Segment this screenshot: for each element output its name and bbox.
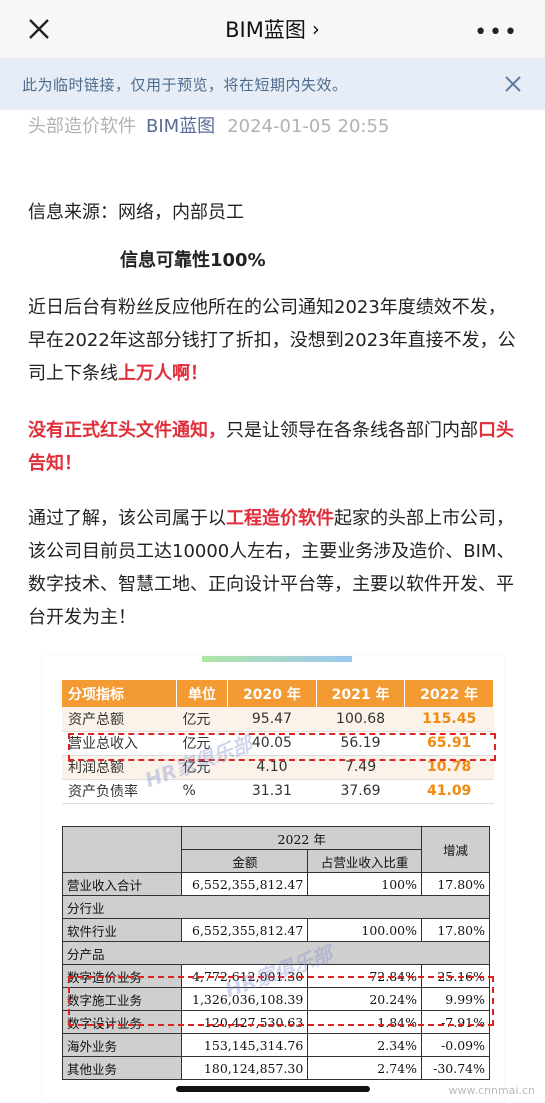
cell: 其他业务 [61, 1056, 183, 1080]
p2-highlight: 没有正式红头文件通知， [28, 420, 226, 441]
header-cell: 金额 [181, 849, 309, 873]
header-cell: 2022 年 [404, 680, 494, 707]
account-title[interactable]: BIM蓝图 › [225, 14, 320, 44]
header-cell: 2022 年 [181, 826, 423, 850]
table-section-row: 分产品 [62, 941, 490, 965]
cell: 20.24% [307, 987, 423, 1011]
table-row: 营业总收入 亿元 40.05 56.19 65.91 [62, 731, 494, 756]
table-row: 数字设计业务 120,427,530.63 1.84% -7.91% [61, 1010, 490, 1034]
p1-highlight: 上万人啊！ [118, 363, 208, 384]
cell: 41.09 [404, 779, 494, 804]
reliability-line: 信息可靠性100% [120, 250, 266, 271]
table-row: 海外业务 153,145,314.76 2.34% -0.09% [61, 1033, 490, 1057]
cell: 100.68 [316, 707, 405, 732]
table-row: 资产总额 亿元 95.47 100.68 115.45 [62, 707, 494, 732]
paragraph-1: 近日后台有粉丝反应他所在的公司通知2023年度绩效不发，早在2022年这部分钱打… [28, 291, 520, 390]
table-row: 资产负债率 % 31.31 37.69 41.09 [62, 779, 494, 804]
cell: 资产总额 [62, 707, 177, 732]
cell: 9.99% [421, 987, 490, 1011]
image-header-strip [202, 656, 352, 662]
table-row: 其他业务 180,124,857.30 2.74% -30.74% [61, 1056, 490, 1080]
cell: 1,326,036,108.39 [181, 987, 309, 1011]
p2-text: 只是让领导在各条线各部门内部 [226, 420, 478, 441]
cell: 37.69 [316, 779, 405, 804]
banner-close-icon[interactable] [503, 74, 523, 94]
article-date: 2024-01-05 20:55 [227, 116, 390, 137]
chevron-right-icon: › [311, 17, 320, 41]
cell: 营业收入合计 [61, 872, 183, 896]
cell: 海外业务 [61, 1033, 183, 1057]
header-cell: 分项指标 [62, 680, 177, 707]
home-indicator[interactable] [176, 1086, 370, 1092]
cell: 数字设计业务 [61, 1010, 183, 1034]
cell: 营业总收入 [62, 731, 177, 756]
table-header-row: 分项指标 单位 2020 年 2021 年 2022 年 [62, 680, 494, 707]
cell: 资产负债率 [62, 779, 177, 804]
top-bar: BIM蓝图 › ••• [0, 0, 545, 58]
p3-highlight: 工程造价软件 [226, 508, 334, 529]
cell: 分行业 [62, 895, 490, 919]
financial-tables-image: 分项指标 单位 2020 年 2021 年 2022 年 资产总额 亿元 95.… [42, 656, 504, 1103]
p3-text-a: 通过了解，该公司属于以 [28, 508, 226, 529]
paragraph-3: 通过了解，该公司属于以工程造价软件起家的头部上市公司，该公司目前员工达10000… [28, 502, 520, 634]
cell: 亿元 [176, 707, 228, 732]
cell: 100.00% [307, 918, 423, 942]
cell: 100% [307, 872, 423, 896]
cell: 31.31 [227, 779, 317, 804]
header-cell: 占营业收入比重 [307, 849, 423, 873]
cell: 2.34% [307, 1033, 423, 1057]
cell: 17.80% [421, 918, 490, 942]
cell: 6,552,355,812.47 [181, 918, 309, 942]
cell: 软件行业 [61, 918, 183, 942]
table-row: 软件行业 6,552,355,812.47 100.00% 17.80% [61, 918, 490, 942]
more-options-icon[interactable]: ••• [474, 20, 519, 45]
table-header-row: 2022 年 增减 [61, 826, 490, 873]
cell: 40.05 [227, 731, 317, 756]
header-cell: 增减 [421, 826, 490, 873]
cell: 153,145,314.76 [181, 1033, 309, 1057]
cell: -7.91% [421, 1010, 490, 1034]
cell: 180,124,857.30 [181, 1056, 309, 1080]
cell: 115.45 [404, 707, 494, 732]
article-category: 头部造价软件 [28, 116, 136, 137]
highlight-box-revenue [68, 733, 496, 761]
cell: % [176, 779, 228, 804]
paragraph-2: 没有正式红头文件通知，只是让领导在各条线各部门内部口头告知！ [28, 414, 520, 480]
cell: 分产品 [62, 941, 490, 965]
cell: -30.74% [421, 1056, 490, 1080]
article-meta: 头部造价软件 BIM蓝图 2024-01-05 20:55 [28, 112, 389, 138]
footer-watermark: www.cnnmai.cn [448, 1084, 536, 1097]
cell: 6,552,355,812.47 [181, 872, 309, 896]
cell: 亿元 [176, 731, 228, 756]
header-cell: 2021 年 [316, 680, 406, 707]
p1-text: 近日后台有粉丝反应他所在的公司通知2023年度绩效不发，早在2022年这部分钱打… [28, 297, 516, 384]
p3-text-b: 起家的头部上市公司，该公司目前员工达10000人左右，主要业务涉及造价、BIM、… [28, 508, 515, 628]
cell: 65.91 [404, 731, 494, 756]
cell: -0.09% [421, 1033, 490, 1057]
close-icon[interactable] [26, 16, 52, 42]
p2-highlight-2: 口头告知！ [28, 420, 514, 474]
info-source: 信息来源：网络，内部员工 [28, 202, 244, 223]
header-cell [61, 826, 183, 873]
table-row: 营业收入合计 6,552,355,812.47 100% 17.80% [61, 872, 490, 896]
cell: 17.80% [421, 872, 490, 896]
table-section-row: 分行业 [62, 895, 490, 919]
highlight-box-products [68, 976, 494, 1026]
cell: 2.74% [307, 1056, 423, 1080]
banner-message: 此为临时链接，仅用于预览，将在短期内失效。 [22, 75, 348, 94]
header-cell: 单位 [176, 680, 229, 707]
header-cell: 2020 年 [227, 680, 317, 707]
temporary-link-banner: 此为临时链接，仅用于预览，将在短期内失效。 [0, 58, 545, 110]
article-author[interactable]: BIM蓝图 [146, 116, 216, 137]
account-name: BIM蓝图 [225, 18, 306, 42]
cell: 95.47 [227, 707, 317, 732]
cell: 1.84% [307, 1010, 423, 1034]
revenue-breakdown-table: 2022 年 增减 金额 占营业收入比重 营业收入合计 6,552,355,81… [61, 826, 490, 1080]
cell: 56.19 [316, 731, 405, 756]
